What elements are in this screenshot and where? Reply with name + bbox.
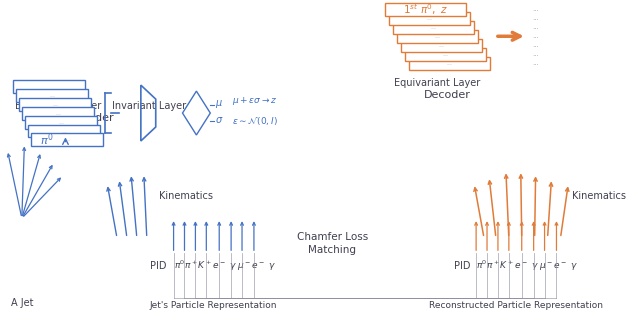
Text: ...: ... xyxy=(446,61,452,66)
Text: ...: ... xyxy=(532,6,540,12)
Text: ...: ... xyxy=(438,43,444,48)
Text: ...: ... xyxy=(532,33,540,39)
Text: ...: ... xyxy=(61,128,67,134)
Bar xyxy=(409,57,490,70)
Text: ...: ... xyxy=(64,137,70,142)
Text: $\varepsilon \sim \mathcal{N}(0, I)$: $\varepsilon \sim \mathcal{N}(0, I)$ xyxy=(232,115,278,127)
Text: $\mu + \varepsilon\sigma \rightarrow z$: $\mu + \varepsilon\sigma \rightarrow z$ xyxy=(232,95,278,107)
Text: ...: ... xyxy=(532,51,540,57)
Text: Decoder: Decoder xyxy=(424,90,471,100)
Text: ...: ... xyxy=(426,16,433,21)
Text: $\mu$: $\mu$ xyxy=(215,98,223,110)
Bar xyxy=(401,39,482,52)
Text: PID: PID xyxy=(454,261,470,271)
Text: ...: ... xyxy=(435,34,440,39)
Bar xyxy=(397,30,478,43)
Text: Jet's Particle Representation: Jet's Particle Representation xyxy=(150,301,277,310)
Text: ...: ... xyxy=(52,101,58,107)
Text: ...: ... xyxy=(431,25,436,30)
Text: ...: ... xyxy=(532,24,540,30)
Text: Equivariant Layer: Equivariant Layer xyxy=(394,78,481,88)
Bar xyxy=(389,12,470,25)
Text: PID: PID xyxy=(150,261,166,271)
Bar xyxy=(22,107,94,120)
Bar xyxy=(31,134,103,147)
Text: $\pi^0$: $\pi^0$ xyxy=(40,132,53,148)
Bar xyxy=(13,80,85,93)
Text: $\pi^0\pi^+K^+e^-\ \gamma\ \mu^-e^-\ \gamma$: $\pi^0\pi^+K^+e^-\ \gamma\ \mu^-e^-\ \ga… xyxy=(476,259,579,273)
Text: ...: ... xyxy=(55,111,61,115)
Text: $1^{st}\ \pi^0,\ z$: $1^{st}\ \pi^0,\ z$ xyxy=(403,2,448,17)
Text: ...: ... xyxy=(532,15,540,21)
Text: ...: ... xyxy=(532,42,540,48)
Text: ...: ... xyxy=(49,93,55,98)
Text: $\pi^0\pi^+K^+e^-\ \gamma\ \mu^-e^-\ \gamma$: $\pi^0\pi^+K^+e^-\ \gamma\ \mu^-e^-\ \ga… xyxy=(173,259,276,273)
Bar xyxy=(404,48,486,61)
Text: ...: ... xyxy=(58,120,64,125)
Text: Chamfer Loss
Matching: Chamfer Loss Matching xyxy=(297,232,368,255)
Text: $\sigma$: $\sigma$ xyxy=(215,115,223,125)
Text: Reconstructed Particle Representation: Reconstructed Particle Representation xyxy=(429,301,603,310)
Bar xyxy=(25,115,97,128)
Bar xyxy=(385,3,466,16)
Bar xyxy=(19,98,92,111)
Text: Invariant Layer: Invariant Layer xyxy=(112,100,186,111)
Bar xyxy=(16,89,88,101)
Text: ...: ... xyxy=(532,60,540,66)
Text: Equivariant Layer: Equivariant Layer xyxy=(15,100,101,111)
Text: Kinematics: Kinematics xyxy=(572,191,627,201)
Text: Kinematics: Kinematics xyxy=(159,191,212,201)
Text: A Jet: A Jet xyxy=(11,298,33,308)
Bar xyxy=(393,21,474,34)
Bar xyxy=(28,125,100,137)
Text: ...: ... xyxy=(442,52,449,57)
Text: Encoder: Encoder xyxy=(69,113,115,122)
